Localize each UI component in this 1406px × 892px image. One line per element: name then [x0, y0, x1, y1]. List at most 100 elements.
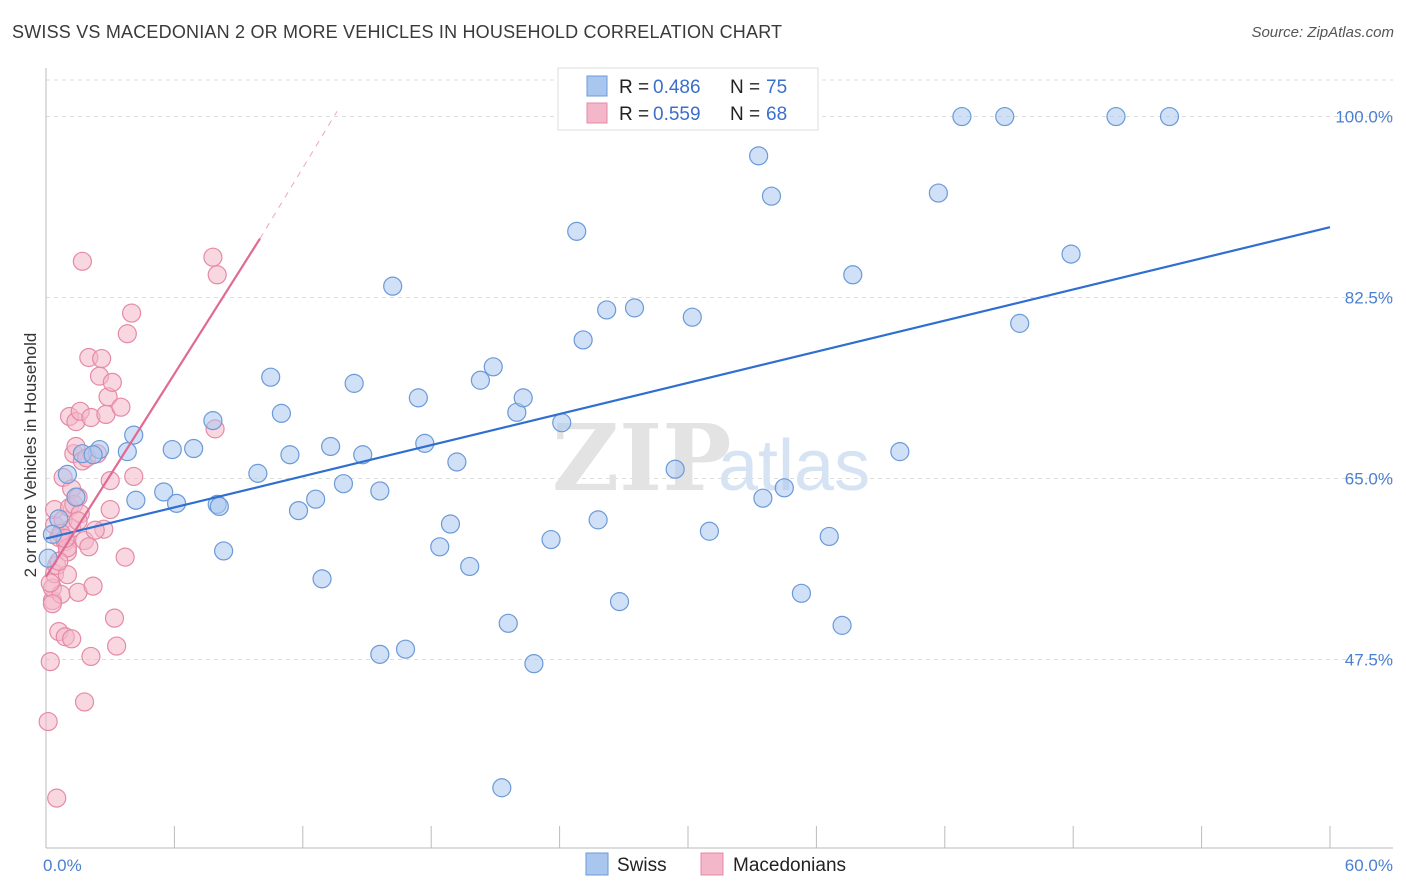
- swiss-point: [447, 452, 467, 472]
- swiss-point: [774, 478, 794, 498]
- y-tick-label: 47.5%: [1345, 651, 1393, 670]
- swiss-point: [203, 411, 223, 431]
- swiss-point: [843, 265, 863, 285]
- swiss-point: [761, 186, 782, 206]
- macedonian-point: [74, 692, 95, 712]
- swiss-point: [753, 488, 773, 508]
- swiss-point: [370, 481, 390, 501]
- stats-legend: R = 0.486 N = 75 R = 0.559 N = 68: [557, 67, 819, 131]
- swiss-point: [597, 300, 617, 320]
- macedonian-point: [104, 608, 125, 628]
- swiss-point: [952, 106, 972, 127]
- macedonian-point: [115, 547, 135, 567]
- swiss-point: [665, 459, 685, 479]
- swiss-point: [280, 445, 300, 465]
- swiss-r-value: 0.486: [653, 77, 701, 98]
- swiss-point: [353, 445, 373, 465]
- swiss-point: [306, 489, 326, 509]
- swiss-point: [370, 644, 390, 664]
- swiss-point: [408, 388, 428, 408]
- swiss-point: [609, 592, 630, 612]
- macedonian-point: [111, 397, 131, 417]
- swiss-point: [321, 436, 341, 457]
- macedonian-point: [38, 711, 58, 732]
- swiss-point: [271, 403, 291, 423]
- macedonian-point: [92, 348, 112, 369]
- watermark-zip: ZIP: [552, 404, 731, 512]
- swiss-point: [66, 487, 86, 507]
- macedonian-point: [40, 573, 60, 593]
- watermark-atlas: atlas: [718, 426, 870, 506]
- series-legend: Swiss Macedonians: [585, 852, 846, 876]
- legend-mac-label: Macedonians: [733, 855, 846, 876]
- swiss-trend-line: [45, 226, 1331, 540]
- chart-title: SWISS VS MACEDONIAN 2 OR MORE VEHICLES I…: [12, 22, 783, 42]
- swiss-point: [395, 639, 416, 659]
- legend-swiss-label: Swiss: [617, 855, 667, 876]
- swiss-point: [588, 510, 608, 530]
- mac-r-value: 0.559: [653, 104, 701, 125]
- swiss-point: [498, 613, 518, 633]
- swiss-point: [312, 569, 332, 589]
- x-tick-label-max: 60.0%: [1345, 856, 1393, 875]
- swiss-point: [699, 521, 720, 541]
- macedonian-point: [83, 576, 103, 596]
- swiss-point: [162, 439, 182, 460]
- y-axis-label: 2 or more Vehicles in Household: [21, 333, 40, 578]
- macedonian-point: [57, 565, 78, 585]
- swiss-point: [552, 413, 572, 433]
- swiss-point: [682, 307, 702, 327]
- swiss-point: [209, 496, 229, 517]
- swiss-point: [333, 474, 354, 494]
- mac-n-value: 68: [766, 104, 787, 125]
- swiss-point: [819, 526, 839, 547]
- macedonian-trend-line: [45, 237, 261, 578]
- swiss-point: [126, 490, 146, 510]
- watermark: ZIP atlas: [552, 404, 870, 512]
- macedonian-trend-extension: [259, 111, 338, 239]
- swiss-point: [214, 541, 234, 561]
- swiss-point: [248, 463, 268, 483]
- grid-layer: 47.5% 65.0% 82.5% 100.0%: [46, 79, 1393, 670]
- swiss-point: [567, 221, 587, 241]
- macedonian-point: [47, 788, 67, 808]
- source-label: Source: ZipAtlas.com: [1251, 24, 1394, 41]
- mac-r-label: R =: [619, 104, 649, 125]
- macedonian-point: [42, 594, 63, 614]
- macedonian-point: [72, 251, 92, 271]
- swiss-point: [154, 482, 174, 502]
- swiss-point: [440, 514, 461, 534]
- swiss-point: [430, 537, 450, 557]
- swiss-legend-swatch: [586, 75, 608, 97]
- macedonian-point: [62, 629, 82, 649]
- swiss-point: [890, 442, 910, 462]
- mac-legend-swatch: [586, 102, 608, 124]
- swiss-point: [492, 778, 512, 798]
- swiss-point: [832, 615, 852, 635]
- swiss-point: [995, 106, 1015, 127]
- swiss-point: [749, 146, 769, 166]
- macedonian-point: [102, 372, 122, 392]
- macedonian-point: [122, 303, 142, 323]
- macedonian-point: [117, 324, 137, 344]
- swiss-points: [38, 106, 1180, 798]
- swiss-point: [483, 357, 503, 377]
- macedonian-point: [81, 646, 101, 667]
- swiss-point: [541, 529, 561, 550]
- legend-mac-swatch: [700, 852, 724, 876]
- swiss-point: [928, 183, 948, 203]
- swiss-point: [624, 298, 645, 318]
- macedonian-points: [38, 247, 227, 808]
- trend-layer: [45, 111, 1331, 578]
- swiss-point: [524, 654, 544, 674]
- mac-n-label: N =: [730, 104, 760, 125]
- swiss-r-label: R =: [619, 77, 649, 98]
- macedonian-point: [207, 265, 227, 285]
- legend-swiss-swatch: [585, 852, 609, 876]
- macedonian-point: [40, 651, 60, 672]
- swiss-point: [573, 330, 593, 350]
- swiss-point: [383, 276, 403, 296]
- swiss-point: [166, 493, 187, 513]
- swiss-point: [83, 445, 103, 465]
- swiss-point: [470, 370, 491, 390]
